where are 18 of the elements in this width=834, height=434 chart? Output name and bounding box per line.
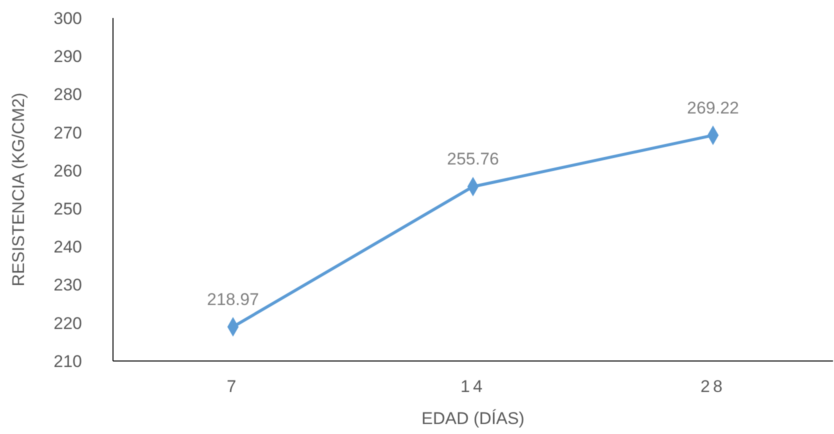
y-tick-label: 300	[54, 8, 82, 28]
y-tick-label: 240	[54, 238, 82, 257]
y-tick-label: 290	[54, 47, 82, 66]
y-axis-title: RESISTENCIA (KG/CM2)	[9, 92, 28, 286]
y-tick-label: 230	[54, 276, 82, 295]
y-tick-label: 220	[54, 314, 82, 333]
x-tick-label: 14	[460, 377, 486, 396]
x-tick-label: 7	[226, 377, 240, 396]
x-axis-title: EDAD (DÍAS)	[422, 409, 524, 428]
x-tick-label: 28	[700, 377, 726, 396]
y-tick-label: 210	[54, 352, 82, 371]
data-label: 255.76	[447, 150, 499, 169]
y-tick-label: 270	[54, 123, 82, 142]
data-label: 269.22	[687, 98, 739, 118]
y-tick-label: 260	[54, 161, 82, 180]
y-tick-label: 250	[54, 200, 82, 219]
data-label: 218.97	[207, 290, 259, 309]
y-tick-label: 280	[54, 85, 82, 104]
